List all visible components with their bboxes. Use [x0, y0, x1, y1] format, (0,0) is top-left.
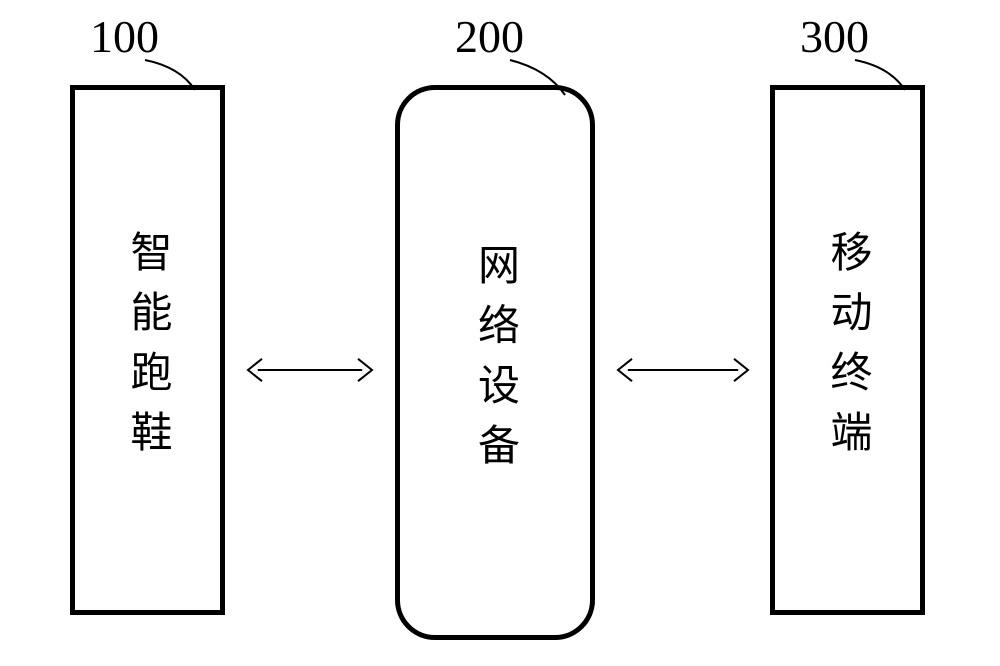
box-smart-shoes: 智能跑鞋 — [70, 85, 225, 615]
system-diagram: 智能跑鞋 100 网络设备 200 移动终端 300 — [0, 0, 1000, 666]
box-label-mobile-terminal: 移动终端 — [817, 230, 878, 470]
leader-line-100 — [140, 55, 200, 95]
box-network-device: 网络设备 — [395, 85, 595, 640]
bidirectional-arrow-1 — [229, 351, 391, 389]
box-label-smart-shoes: 智能跑鞋 — [117, 230, 178, 470]
box-label-network-device: 网络设备 — [465, 243, 526, 483]
leader-line-300 — [850, 55, 910, 95]
box-mobile-terminal: 移动终端 — [770, 85, 925, 615]
bidirectional-arrow-2 — [599, 351, 767, 389]
leader-line-200 — [505, 55, 570, 100]
